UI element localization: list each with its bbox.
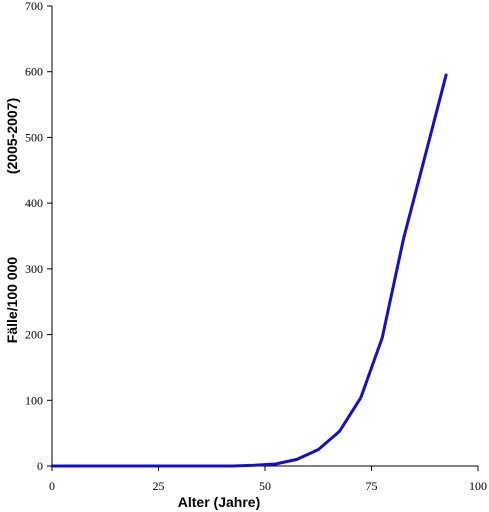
x-axis-title: Alter (Jahre) [178, 494, 260, 510]
x-tick-label: 0 [49, 479, 55, 493]
y-tick-label: 0 [37, 459, 43, 473]
series-group [50, 73, 448, 468]
y-tick-label: 600 [25, 65, 43, 79]
series-line [50, 73, 448, 468]
x-tick-label: 100 [469, 479, 487, 493]
y-tick-label: 300 [25, 262, 43, 276]
x-tick-label: 75 [366, 479, 378, 493]
y-tick-label: 400 [25, 196, 43, 210]
y-tick-label: 200 [25, 328, 43, 342]
y-tick-label: 500 [25, 130, 43, 144]
x-tick-label: 50 [259, 479, 271, 493]
axes [51, 6, 478, 467]
y-axis-title-line2: (2005-2007) [4, 98, 20, 174]
x-tick-label: 25 [153, 479, 165, 493]
y-axis-title-line1: Fälle/100 000 [4, 257, 20, 344]
y-tick-label: 700 [25, 0, 43, 13]
axis-ticks: 0 100 200 300 400 500 600 700 0 25 50 75 100 [25, 0, 487, 493]
y-tick-label: 100 [25, 393, 43, 407]
